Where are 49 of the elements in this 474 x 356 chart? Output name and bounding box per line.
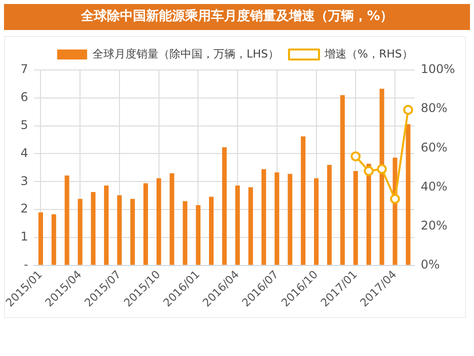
y-tick-label: 7 <box>20 62 28 76</box>
bar <box>196 205 200 265</box>
bar <box>340 95 345 265</box>
bar <box>52 214 56 265</box>
y-tick-label: 2 <box>20 202 28 216</box>
bar <box>209 196 214 265</box>
bar <box>156 178 162 265</box>
y-tick-label: 5 <box>20 118 28 132</box>
bar <box>406 124 410 265</box>
bar <box>170 173 174 265</box>
point <box>364 166 374 176</box>
bar <box>78 198 82 265</box>
y-tick-label: 3 <box>20 174 28 188</box>
point <box>376 164 387 174</box>
bar <box>222 147 227 265</box>
bar <box>327 164 332 265</box>
y2-tick-label: 80% <box>420 101 448 116</box>
bar <box>38 212 44 265</box>
bar <box>64 175 70 265</box>
y-tick-label: 4 <box>20 146 28 160</box>
bar <box>314 178 319 265</box>
y2-tick-label: 60% <box>420 140 448 154</box>
bar <box>235 186 240 265</box>
y-tick-label: 1 <box>20 230 28 244</box>
bar <box>274 172 280 265</box>
bar <box>104 186 109 265</box>
y2-tick-label: 40% <box>420 179 448 194</box>
bar <box>143 183 148 265</box>
legend-label: 增速（%，RHS） <box>324 47 413 60</box>
bar <box>288 174 292 265</box>
bar <box>182 201 188 265</box>
point <box>390 194 400 204</box>
y2-tick-label: 100% <box>420 62 456 76</box>
y-tick-label: 6 <box>20 90 28 104</box>
point <box>403 104 414 115</box>
legend-label: 全球月度销量（除中国，万辆，LHS） <box>92 47 280 60</box>
chart-title: 全球除中国新能源乘用车月度销量及增速（万辆，%） <box>4 4 470 30</box>
point <box>350 151 361 162</box>
bar <box>117 195 122 265</box>
bar <box>261 169 266 265</box>
bar <box>380 88 384 265</box>
bar <box>248 187 253 265</box>
bar <box>353 171 358 265</box>
y2-tick-label: 20% <box>420 218 448 232</box>
y-tick-label: - <box>24 257 28 272</box>
bar <box>90 192 96 265</box>
bar <box>300 136 306 265</box>
bar <box>130 198 135 265</box>
y2-tick-label: 0% <box>420 257 440 272</box>
